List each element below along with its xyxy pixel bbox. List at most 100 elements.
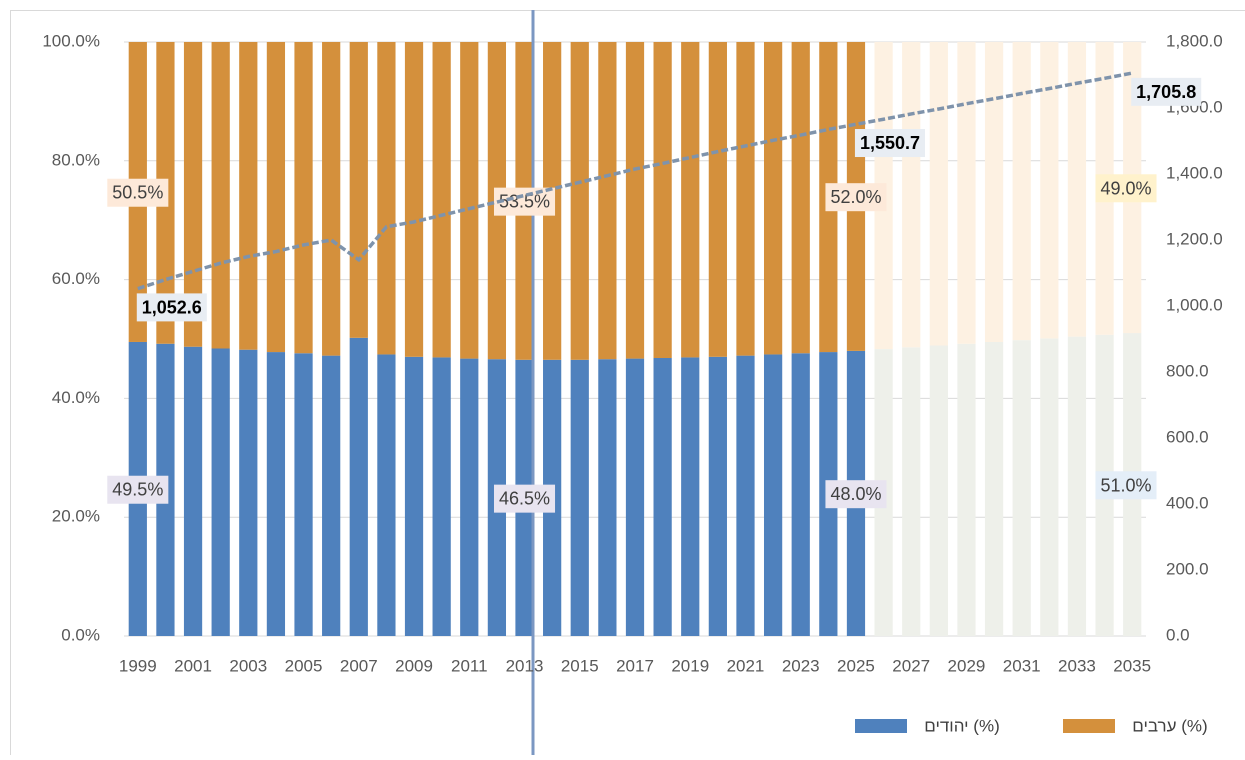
bar [433, 42, 451, 357]
bar [433, 357, 451, 636]
y2-tick-label: 1,000.0 [1166, 295, 1223, 314]
y-tick-label: 100.0% [42, 31, 100, 50]
legend-label: ערבים (%) [1132, 716, 1207, 735]
x-tick-label: 2007 [340, 656, 378, 675]
legend-label: יהודים (%) [924, 716, 999, 735]
y-tick-label: 0.0% [61, 625, 100, 644]
bar [267, 42, 285, 352]
y2-tick-label: 1,200.0 [1166, 229, 1223, 248]
y2-tick-label: 400.0 [1166, 493, 1209, 512]
x-tick-label: 2035 [1113, 656, 1151, 675]
bar [957, 344, 975, 636]
bar [377, 42, 395, 354]
y2-tick-label: 600.0 [1166, 427, 1209, 446]
bar [930, 42, 948, 346]
bar [405, 357, 423, 636]
bar [239, 42, 257, 350]
bar [267, 352, 285, 636]
bar [322, 42, 340, 356]
y-tick-label: 80.0% [52, 150, 100, 169]
legend-swatch [1063, 719, 1115, 733]
y-tick-label: 20.0% [52, 507, 100, 526]
x-tick-label: 2019 [671, 656, 709, 675]
data-label: 1,052.6 [142, 297, 202, 317]
bar [681, 357, 699, 636]
y2-tick-label: 1,800.0 [1166, 31, 1223, 50]
x-tick-label: 2013 [506, 656, 544, 675]
bar [736, 42, 754, 356]
bar [654, 358, 672, 636]
y2-tick-label: 800.0 [1166, 361, 1209, 380]
x-tick-label: 2023 [782, 656, 820, 675]
bar [957, 42, 975, 344]
data-label: 53.5% [499, 192, 550, 212]
bar [1013, 42, 1031, 340]
bar [736, 356, 754, 636]
data-label: 48.0% [830, 484, 881, 504]
bar [377, 354, 395, 636]
bar [598, 359, 616, 636]
x-tick-label: 1999 [119, 656, 157, 675]
data-label: 1,550.7 [860, 133, 920, 153]
data-label: 50.5% [112, 183, 163, 203]
bar [792, 353, 810, 636]
bar [681, 42, 699, 357]
bar [930, 346, 948, 636]
bar [1068, 337, 1086, 636]
bar [405, 42, 423, 357]
x-tick-label: 2001 [174, 656, 212, 675]
bar [184, 347, 202, 636]
x-tick-label: 2033 [1058, 656, 1096, 675]
x-tick-label: 2021 [727, 656, 765, 675]
bar [792, 42, 810, 353]
x-tick-label: 2031 [1003, 656, 1041, 675]
bar [460, 359, 478, 636]
x-tick-label: 2011 [451, 656, 488, 675]
data-label: 1,705.8 [1136, 82, 1196, 102]
y2-tick-label: 200.0 [1166, 559, 1209, 578]
bar [239, 350, 257, 636]
bar [626, 359, 644, 636]
bar [212, 42, 230, 349]
bar [709, 42, 727, 357]
bar [598, 42, 616, 359]
bar [709, 357, 727, 636]
bar [902, 347, 920, 636]
bar [322, 356, 340, 636]
y-tick-label: 60.0% [52, 269, 100, 288]
x-tick-label: 2017 [616, 656, 654, 675]
bar [294, 353, 312, 636]
bar [902, 42, 920, 347]
bar [626, 42, 644, 359]
y2-tick-label: 0.0 [1166, 625, 1190, 644]
x-tick-label: 2009 [395, 656, 433, 675]
bar [294, 42, 312, 353]
bar [212, 349, 230, 636]
data-label: 51.0% [1100, 475, 1151, 495]
y-tick-label: 40.0% [52, 388, 100, 407]
data-label: 46.5% [499, 489, 550, 509]
x-tick-label: 2005 [285, 656, 323, 675]
legend-swatch [855, 719, 907, 733]
x-tick-label: 2027 [892, 656, 930, 675]
y2-tick-label: 1,400.0 [1166, 163, 1223, 182]
x-tick-label: 2029 [948, 656, 986, 675]
bar [654, 42, 672, 358]
bar [764, 42, 782, 354]
bar [985, 42, 1003, 342]
bar [571, 42, 589, 360]
bar [985, 342, 1003, 636]
bar [571, 360, 589, 636]
x-tick-label: 2015 [561, 656, 599, 675]
x-tick-label: 2003 [229, 656, 267, 675]
bar [460, 42, 478, 359]
bar [1040, 338, 1058, 636]
bar [350, 42, 368, 338]
data-label: 52.0% [830, 187, 881, 207]
data-label: 49.5% [112, 480, 163, 500]
bar [350, 338, 368, 636]
bar [764, 354, 782, 636]
x-tick-label: 2025 [837, 656, 875, 675]
data-label: 49.0% [1100, 178, 1151, 198]
